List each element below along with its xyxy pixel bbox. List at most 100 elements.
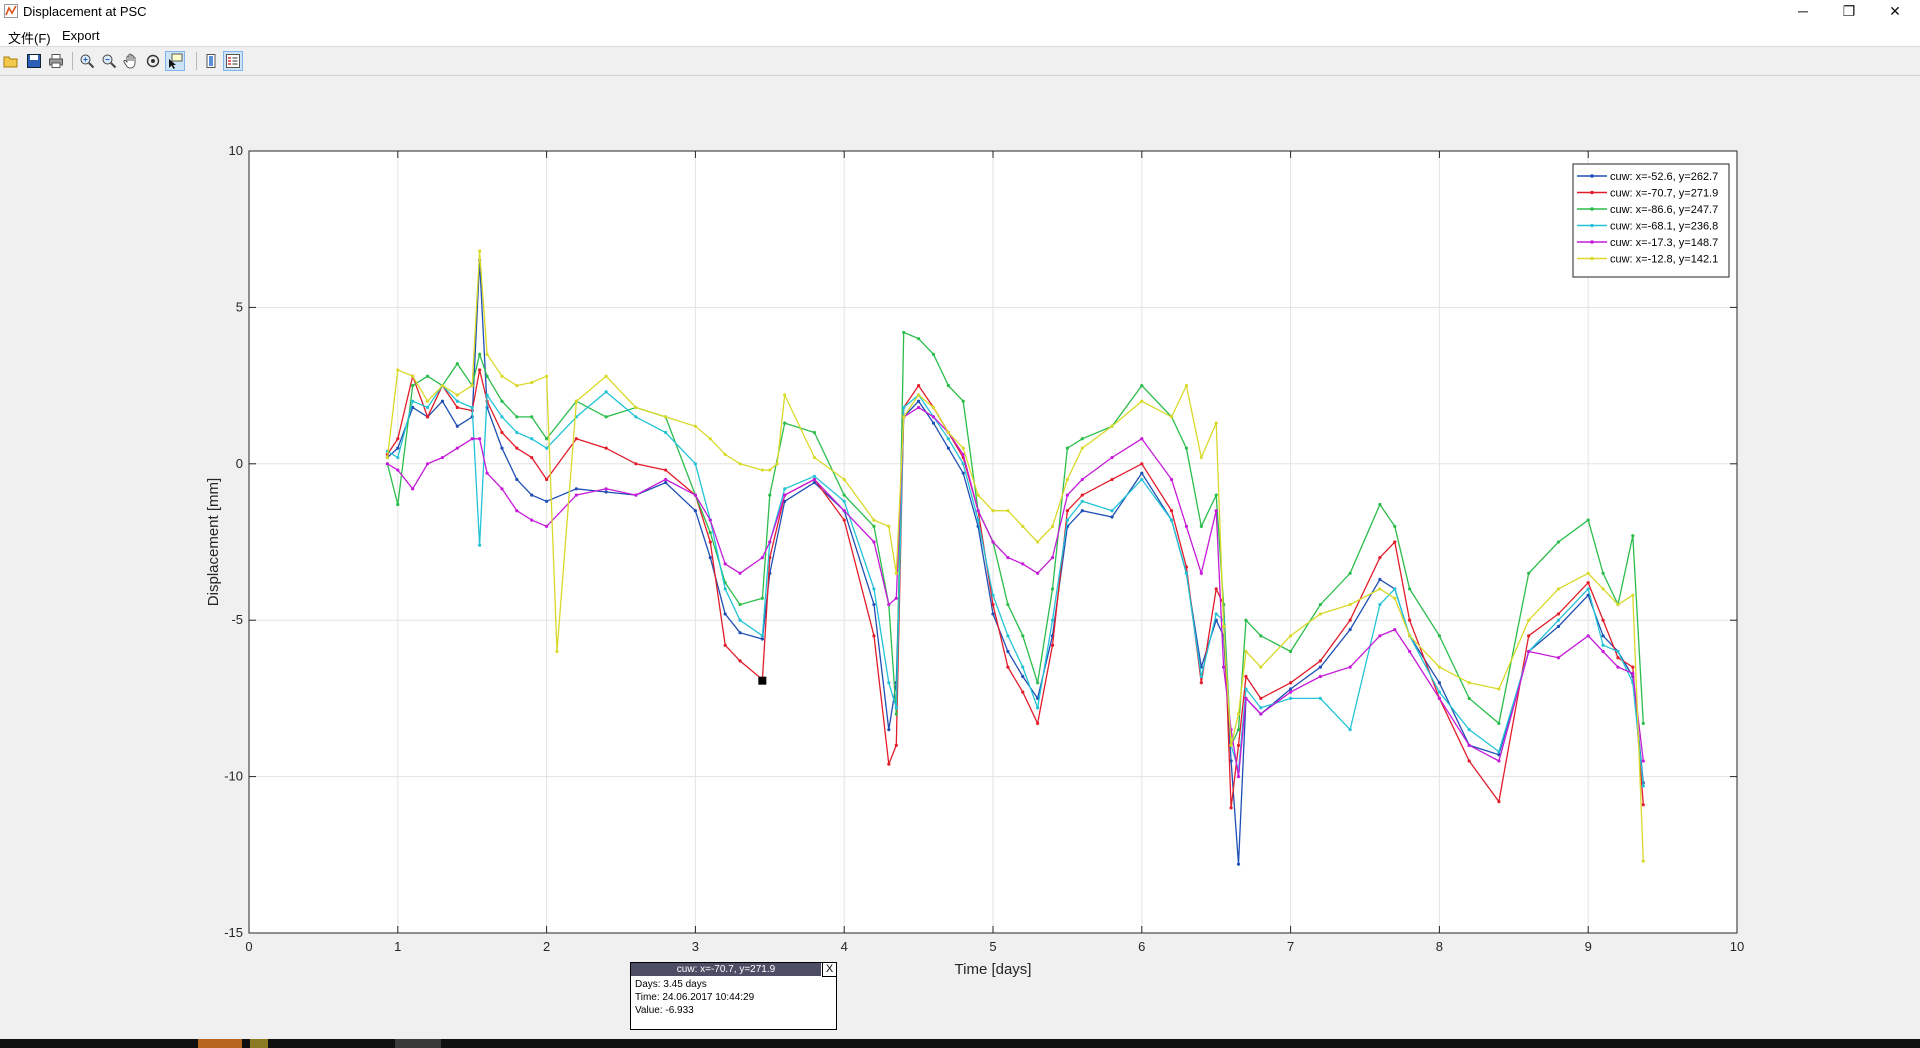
data-point	[478, 368, 482, 372]
data-point	[976, 493, 980, 497]
data-point	[1616, 656, 1620, 660]
data-point	[1214, 421, 1218, 425]
data-point	[530, 455, 534, 460]
data-point	[1601, 618, 1605, 622]
data-point	[1437, 690, 1441, 694]
data-point	[1259, 706, 1263, 710]
legend-label: cuw: x=-12.8, y=142.1	[1610, 254, 1718, 266]
pan-icon	[123, 53, 136, 69]
data-point	[1467, 696, 1471, 701]
data-point	[1006, 509, 1010, 513]
data-point	[1006, 556, 1010, 560]
save-button[interactable]	[24, 51, 44, 71]
pan-button[interactable]	[121, 51, 141, 71]
data-point	[515, 509, 519, 513]
data-point	[760, 468, 764, 472]
axes-box	[248, 150, 1738, 934]
open-button[interactable]	[1, 51, 21, 71]
data-point	[1556, 618, 1561, 622]
data-point	[768, 468, 772, 472]
data-point	[1527, 571, 1531, 575]
data-point	[664, 430, 668, 435]
data-cursor-button[interactable]	[165, 51, 185, 71]
zoom-out-button[interactable]	[99, 51, 119, 71]
menu-export[interactable]: Export	[62, 28, 100, 43]
data-point	[634, 493, 638, 497]
data-point	[1110, 477, 1114, 482]
zoom-out-icon	[102, 54, 117, 69]
menu-file[interactable]: 文件(F)	[8, 31, 51, 46]
data-point	[1631, 665, 1635, 669]
zoom-in-icon	[80, 54, 95, 69]
data-point	[775, 462, 779, 466]
print-button[interactable]	[46, 51, 66, 71]
taskbar-app[interactable]	[395, 1039, 441, 1048]
data-point	[1348, 627, 1352, 632]
x-tick-label: 4	[841, 939, 848, 954]
legend-button[interactable]	[223, 51, 243, 71]
data-point	[385, 462, 389, 466]
data-point	[1289, 634, 1293, 638]
data-tip-close-button[interactable]: X	[822, 963, 836, 977]
data-point	[485, 374, 489, 378]
data-point	[1184, 446, 1189, 450]
data-point	[760, 637, 764, 641]
data-point	[664, 480, 668, 485]
data-point	[1348, 728, 1352, 732]
legend-label: cuw: x=-52.6, y=262.7	[1610, 171, 1718, 183]
data-point	[515, 384, 519, 388]
data-tip-time: Time: 24.06.2017 10:44:29	[635, 992, 755, 1003]
data-point	[1556, 587, 1561, 591]
y-tick-label: 10	[229, 143, 243, 158]
data-point	[478, 352, 482, 356]
data-point	[440, 399, 445, 403]
data-point	[1408, 649, 1412, 654]
data-point	[545, 499, 549, 503]
x-tick-label: 0	[245, 939, 252, 954]
close-button[interactable]: ✕	[1889, 3, 1901, 19]
data-point	[1214, 509, 1218, 513]
taskbar-app[interactable]	[198, 1039, 242, 1048]
restore-button[interactable]: ❐	[1842, 3, 1856, 19]
data-point	[1348, 665, 1352, 669]
data-point	[1140, 437, 1144, 441]
data-point	[1408, 587, 1412, 591]
data-point	[634, 415, 638, 419]
data-tip[interactable]: cuw: x=-70.7, y=271.9 X Days: 3.45 days …	[630, 962, 837, 1030]
data-point	[946, 446, 950, 450]
data-point	[872, 634, 876, 638]
minimize-button[interactable]: ─	[1798, 3, 1808, 19]
data-point	[1065, 518, 1069, 522]
taskbar-app[interactable]	[250, 1039, 268, 1048]
data-point	[1348, 618, 1352, 622]
data-point	[894, 712, 898, 716]
data-point	[1289, 696, 1293, 701]
data-point	[1006, 649, 1010, 654]
data-point	[411, 399, 415, 403]
data-point	[396, 502, 400, 507]
data-point	[1080, 493, 1084, 497]
open-icon	[3, 56, 18, 68]
data-point	[478, 249, 482, 253]
data-point	[887, 728, 891, 732]
data-point	[1199, 571, 1203, 575]
colorbar-button[interactable]	[201, 51, 221, 71]
data-point	[1601, 587, 1605, 591]
zoom-in-button[interactable]	[77, 51, 97, 71]
data-point	[961, 471, 965, 475]
data-point	[530, 493, 534, 497]
data-point	[693, 509, 698, 513]
data-point	[812, 477, 817, 482]
data-point	[1641, 859, 1645, 863]
data-point	[1080, 437, 1084, 441]
data-point	[1556, 656, 1561, 660]
data-point	[1586, 518, 1590, 522]
data-point	[1199, 524, 1203, 528]
data-point	[1467, 728, 1471, 732]
rotate-button[interactable]	[143, 51, 163, 71]
data-point	[738, 602, 742, 607]
data-point	[1616, 665, 1620, 669]
data-point	[1497, 687, 1501, 691]
data-point	[1244, 618, 1248, 622]
